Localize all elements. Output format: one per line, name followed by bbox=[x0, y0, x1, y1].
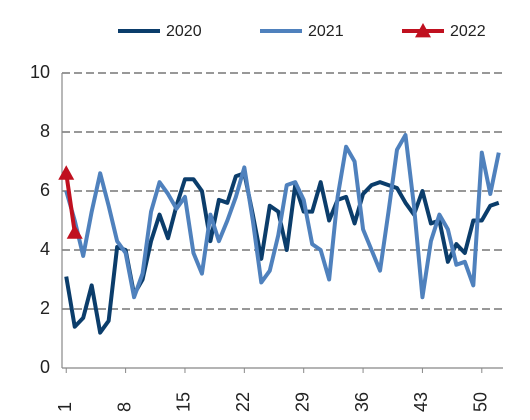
x-tick-label: 15 bbox=[174, 392, 194, 412]
x-tick-label: 1 bbox=[55, 402, 75, 412]
legend-label: 2020 bbox=[166, 23, 202, 40]
y-tick-label: 10 bbox=[30, 62, 50, 82]
x-tick-label: 8 bbox=[114, 402, 134, 412]
x-tick-label: 22 bbox=[233, 392, 253, 412]
series-line bbox=[64, 132, 501, 300]
x-tick-label: 36 bbox=[352, 392, 372, 412]
x-tick-label: 29 bbox=[292, 392, 312, 412]
series-line bbox=[64, 173, 77, 233]
point-marker bbox=[58, 165, 75, 180]
y-tick-label: 6 bbox=[40, 180, 50, 200]
y-tick-label: 0 bbox=[40, 357, 50, 377]
legend-label: 2021 bbox=[308, 23, 344, 40]
legend-label: 2022 bbox=[450, 23, 486, 40]
y-tick-label: 4 bbox=[40, 239, 50, 259]
x-tick-label: 50 bbox=[471, 392, 491, 412]
y-tick-label: 2 bbox=[40, 298, 50, 318]
y-tick-label: 8 bbox=[40, 121, 50, 141]
x-tick-label: 43 bbox=[411, 392, 431, 412]
legend-marker bbox=[415, 23, 431, 38]
point-marker bbox=[66, 224, 83, 239]
